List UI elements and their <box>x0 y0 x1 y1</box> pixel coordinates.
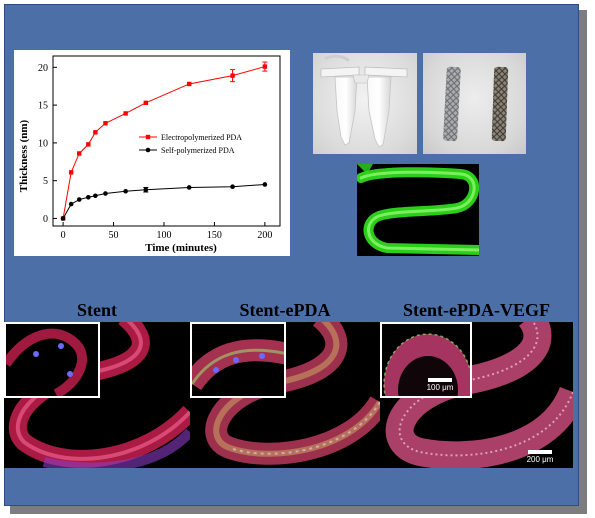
inset-scalebar: 100 μm <box>420 378 460 392</box>
chart-ticks: 0 50 100 150 200 0 5 10 15 20 <box>38 63 272 241</box>
chart-legend: Electropolymerized PDA Self-polymerized P… <box>139 133 242 155</box>
data-point <box>123 111 128 116</box>
y-axis-label: Thickness (nm) <box>18 119 30 192</box>
main-scalebar-label: 200 μm <box>526 455 554 464</box>
data-point <box>187 81 192 87</box>
data-point <box>77 151 82 156</box>
y-tick-label: 0 <box>43 214 48 225</box>
micrograph-stent <box>4 322 190 468</box>
inset-stent-cells <box>6 328 87 396</box>
y-tick-label: 20 <box>38 63 48 74</box>
chart-series-layer <box>60 61 268 221</box>
plot-frame <box>52 55 281 227</box>
data-point <box>68 170 74 175</box>
y-tick-label: 5 <box>43 176 48 187</box>
chart-axes <box>52 55 281 227</box>
series-line <box>62 183 265 219</box>
micrograph-stent-strut <box>9 322 190 468</box>
data-point <box>86 194 91 200</box>
micrograph-stent-epda-strut <box>205 322 380 465</box>
x-axis-label: Time (minutes) <box>145 242 217 254</box>
data-point <box>103 121 108 126</box>
data-point <box>86 142 91 147</box>
data-point <box>93 130 98 135</box>
x-tick-label: 150 <box>207 230 222 241</box>
inset-stent-epda-cells <box>192 339 284 391</box>
stents-illustration <box>443 66 509 142</box>
series-1 <box>60 182 268 221</box>
x-tick-label: 0 <box>61 230 66 241</box>
frame-shadow-right <box>579 10 587 510</box>
inset-stent-epda-vegf: 100 μm <box>380 322 472 398</box>
label-stent: Stent <box>77 300 117 320</box>
main-scalebar-line <box>528 450 552 454</box>
fluorescent-stent-image <box>357 164 479 256</box>
thickness-chart-panel: 0 50 100 150 200 0 5 10 15 20 Electropolymerized … <box>14 50 290 256</box>
tubes-photo <box>313 53 417 154</box>
legend-label: Self-polymerized PDA <box>161 146 235 155</box>
inset-scalebar-label: 100 μm <box>426 383 454 392</box>
micrograph-stent-epda-vegf-strut <box>385 322 573 468</box>
inset-stent <box>4 322 100 398</box>
data-point <box>103 191 108 196</box>
label-stent-epda: Stent-ePDA <box>239 300 331 320</box>
tubes-illustration <box>320 54 408 148</box>
legend-label: Electropolymerized PDA <box>161 133 242 142</box>
inset-stent-epda <box>190 322 286 398</box>
data-point <box>60 216 66 221</box>
data-point <box>68 201 74 207</box>
data-point <box>230 73 235 78</box>
legend-marker <box>145 134 151 140</box>
label-stent-epda-vegf: Stent-ePDA-VEGF <box>403 300 550 320</box>
data-point <box>230 184 235 190</box>
series-0 <box>60 61 268 221</box>
data-point <box>262 182 268 187</box>
data-point <box>143 187 149 193</box>
inset-scalebar-line <box>428 378 452 382</box>
frame-shadow-bottom <box>10 506 587 514</box>
x-tick-label: 100 <box>156 230 171 241</box>
data-point <box>93 193 98 199</box>
y-tick-label: 15 <box>38 101 48 112</box>
y-tick-label: 10 <box>38 138 48 149</box>
thickness-chart: 0 50 100 150 200 0 5 10 15 20 Electropolymerized … <box>18 55 281 254</box>
fluorescent-strut <box>357 164 479 255</box>
data-point <box>143 100 149 106</box>
x-tick-label: 200 <box>257 230 272 241</box>
data-point <box>123 188 128 194</box>
micrograph-stent-epda <box>190 322 380 468</box>
data-point <box>186 185 192 190</box>
main-scalebar: 200 μm <box>520 450 560 464</box>
x-tick-label: 50 <box>109 230 119 241</box>
data-point <box>76 197 82 202</box>
micrograph-stent-epda-vegf: 100 μm 200 μm <box>380 322 573 468</box>
data-point <box>262 64 268 69</box>
legend-marker <box>145 147 151 153</box>
stents-photo <box>423 53 526 154</box>
